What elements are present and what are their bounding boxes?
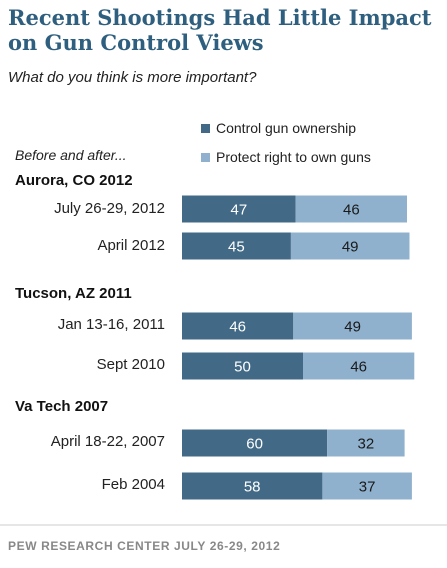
- value-label-control: 45: [228, 239, 245, 256]
- bar-control: [182, 195, 296, 223]
- bar-protect: [293, 312, 412, 340]
- value-label-protect: 32: [358, 436, 375, 453]
- legend-swatch-control: [201, 123, 210, 133]
- row-label: Feb 2004: [101, 476, 165, 493]
- row-label: Sept 2010: [96, 356, 165, 373]
- value-label-control: 60: [246, 436, 263, 453]
- chart-subtitle: What do you think is more important?: [8, 69, 257, 86]
- value-label-control: 47: [231, 202, 248, 219]
- bar-protect: [295, 195, 407, 223]
- row-label: April 18-22, 2007: [50, 433, 165, 450]
- value-label-control: 46: [229, 319, 246, 336]
- bar-control: [182, 312, 294, 340]
- bar-control: [182, 232, 291, 260]
- value-label-protect: 49: [342, 239, 359, 256]
- row-label: July 26-29, 2012: [54, 200, 165, 217]
- group-label: Aurora, CO 2012: [15, 172, 133, 189]
- legend-item-protect: Protect right to own guns: [201, 149, 441, 165]
- group-label: Tucson, AZ 2011: [15, 285, 132, 302]
- source-footer: PEW RESEARCH CENTER JULY 26-29, 2012: [8, 539, 281, 553]
- bar-control: [182, 352, 303, 380]
- bar-protect: [322, 472, 412, 500]
- value-label-control: 58: [244, 479, 261, 496]
- value-label-protect: 49: [344, 319, 361, 336]
- value-label-protect: 46: [343, 202, 360, 219]
- bar-control: [182, 472, 323, 500]
- row-label: April 2012: [97, 237, 165, 254]
- legend-label-control: Control gun ownership: [216, 120, 357, 136]
- legend-swatch-protect: [201, 152, 210, 162]
- value-label-control: 50: [234, 359, 251, 376]
- bar-protect: [290, 232, 410, 260]
- row-label: Jan 13-16, 2011: [57, 316, 165, 333]
- value-label-protect: 37: [359, 479, 376, 496]
- bar-control: [182, 429, 328, 457]
- chart-title: Recent Shootings Had Little Impact on Gu…: [8, 5, 432, 55]
- legend-item-control: Control gun ownership: [201, 120, 441, 136]
- legend-label-protect: Protect right to own guns: [216, 149, 371, 165]
- value-label-protect: 46: [350, 359, 367, 376]
- group-label: Va Tech 2007: [15, 398, 109, 415]
- bar-protect: [327, 429, 405, 457]
- bar-protect: [303, 352, 415, 380]
- before-after-label: Before and after...: [15, 147, 127, 163]
